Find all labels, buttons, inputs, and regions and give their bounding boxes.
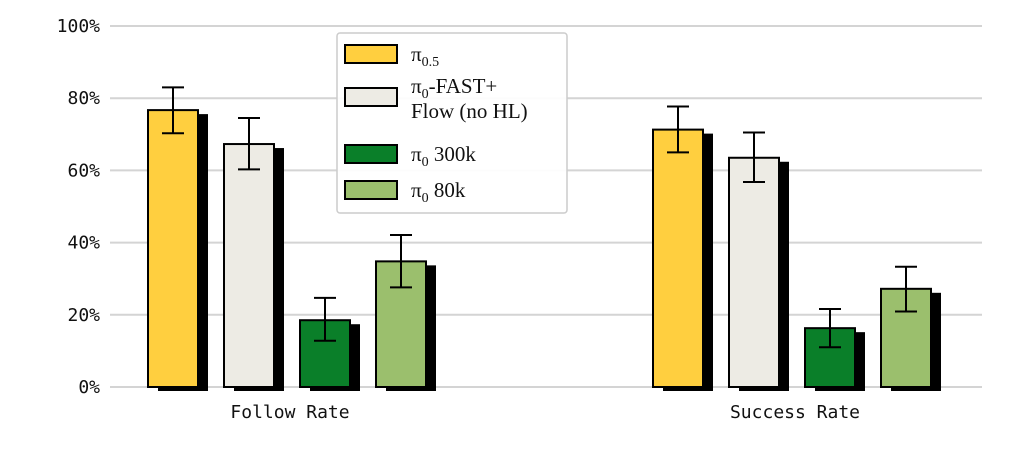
error-bar bbox=[667, 105, 689, 154]
legend-swatch bbox=[344, 87, 398, 107]
error-bar bbox=[390, 234, 412, 289]
legend-label: π0 300k bbox=[411, 142, 476, 170]
y-tick-label: 80% bbox=[67, 88, 100, 109]
y-tick-label: 60% bbox=[67, 160, 100, 181]
legend-label: π0 80k bbox=[411, 178, 466, 206]
error-bar bbox=[743, 131, 765, 183]
x-axis-category-labels: Follow Rate Success Rate bbox=[230, 402, 860, 423]
y-tick-label: 20% bbox=[67, 305, 100, 326]
bar bbox=[652, 128, 704, 388]
y-axis-tick-labels: 0% 20% 40% 60% 80% 100% bbox=[57, 16, 101, 398]
bar bbox=[223, 143, 275, 388]
legend-swatch bbox=[344, 44, 398, 64]
y-tick-label: 0% bbox=[78, 377, 100, 398]
legend-swatch bbox=[344, 144, 398, 164]
legend-frame bbox=[336, 32, 568, 214]
y-tick-label: 40% bbox=[67, 233, 100, 254]
bar bbox=[147, 109, 199, 388]
error-bars bbox=[162, 86, 917, 349]
legend-label: π0-FAST+ Flow (no HL) bbox=[411, 74, 528, 123]
y-tick-label: 100% bbox=[57, 16, 101, 37]
error-bar bbox=[895, 265, 917, 313]
x-category-label: Success Rate bbox=[730, 402, 860, 423]
legend: π0.5 π0-FAST+ Flow (no HL) π0 300k π0 80k bbox=[336, 32, 568, 214]
error-bar bbox=[314, 296, 336, 342]
legend-swatch bbox=[344, 180, 398, 200]
error-bar bbox=[162, 86, 184, 135]
error-bar bbox=[238, 117, 260, 171]
x-category-label: Follow Rate bbox=[230, 402, 349, 423]
legend-label: π0.5 bbox=[411, 42, 439, 70]
error-bar bbox=[819, 308, 841, 349]
bars bbox=[147, 109, 941, 391]
bar bbox=[728, 156, 780, 388]
